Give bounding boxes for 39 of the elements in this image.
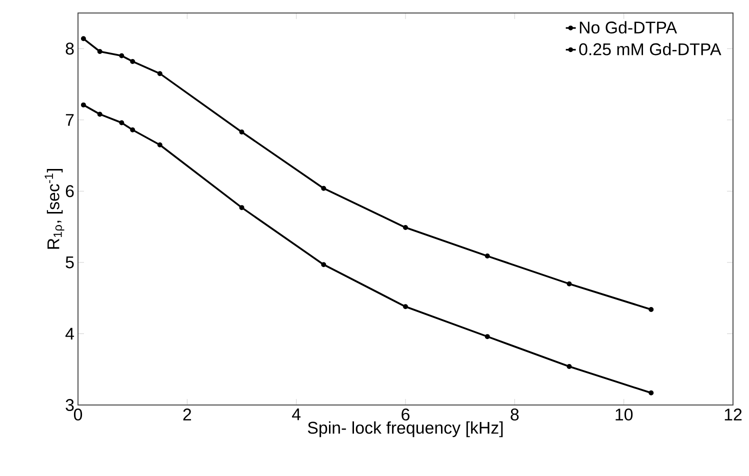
- x-tick-label: 10: [616, 408, 633, 421]
- x-tick-label: 8: [510, 408, 519, 421]
- point: [97, 112, 102, 117]
- point: [566, 364, 572, 370]
- point: [130, 58, 136, 64]
- point: [157, 71, 162, 76]
- point: [130, 127, 136, 132]
- point: [239, 130, 244, 135]
- y-axis-title: R$_{1ρ}$, [sec$^{-1}$]: [44, 169, 64, 249]
- point: [403, 304, 408, 310]
- point: [239, 205, 244, 210]
- point: [97, 48, 102, 54]
- x-tick-label: 12: [724, 408, 742, 420]
- y-tick-label: 6: [66, 185, 74, 198]
- y-tick-label: 7: [66, 114, 74, 126]
- point: [321, 262, 326, 268]
- x-tick-label: 2: [183, 408, 192, 420]
- x-tick-label: 0: [74, 408, 82, 421]
- x-tick-label: 4: [292, 408, 301, 420]
- point: [80, 36, 86, 42]
- point: [321, 186, 326, 191]
- y-tick-label: 3: [66, 399, 74, 411]
- x-axis-title: Spin- lock frequency [kHz]: [308, 421, 503, 438]
- point: [157, 142, 162, 148]
- point: [119, 120, 124, 126]
- point: [566, 281, 572, 286]
- point: [484, 334, 490, 340]
- point: [80, 102, 86, 108]
- point: [119, 53, 124, 58]
- x-tick-label: 6: [402, 408, 410, 421]
- y-tick-label: 5: [66, 256, 74, 268]
- y-tick-label: 4: [65, 328, 74, 340]
- legend-label: 0.25 mM Gd-DTPA: [579, 42, 722, 56]
- point: [403, 225, 408, 230]
- point: [484, 254, 490, 259]
- legend-label: No Gd-DTPA: [580, 21, 678, 34]
- point: [648, 306, 654, 312]
- y-tick-label: 8: [66, 42, 74, 55]
- point: [648, 390, 654, 396]
